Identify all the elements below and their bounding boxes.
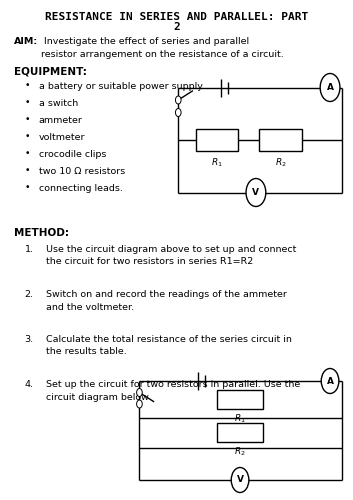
Text: A: A (327, 83, 334, 92)
Text: $R_2$: $R_2$ (275, 156, 287, 169)
Text: Set up the circuit for two resistors in parallel. Use the
circuit diagram below: Set up the circuit for two resistors in … (46, 380, 300, 402)
Text: ammeter: ammeter (39, 116, 83, 125)
Text: connecting leads.: connecting leads. (39, 184, 123, 193)
Text: RESISTANCE IN SERIES AND PARALLEL: PART: RESISTANCE IN SERIES AND PARALLEL: PART (45, 12, 308, 22)
Text: Switch on and record the readings of the ammeter
and the voltmeter.: Switch on and record the readings of the… (46, 290, 287, 312)
Text: V: V (252, 188, 259, 197)
Text: •: • (25, 115, 30, 124)
Text: $R_2$: $R_2$ (234, 446, 246, 458)
Bar (217, 390, 263, 409)
Circle shape (320, 74, 340, 102)
Text: 2: 2 (173, 22, 180, 32)
Circle shape (175, 108, 181, 116)
Text: •: • (25, 183, 30, 192)
Text: A: A (327, 376, 334, 386)
Text: two 10 Ω resistors: two 10 Ω resistors (39, 167, 125, 176)
Text: a battery or suitable power supply: a battery or suitable power supply (39, 82, 203, 91)
Circle shape (137, 388, 142, 396)
Text: V: V (237, 476, 244, 484)
Text: EQUIPMENT:: EQUIPMENT: (14, 66, 87, 76)
Text: Use the circuit diagram above to set up and connect
the circuit for two resistor: Use the circuit diagram above to set up … (46, 245, 296, 266)
Text: $R_1$: $R_1$ (211, 156, 223, 169)
Text: $R_1$: $R_1$ (234, 412, 246, 425)
Text: voltmeter: voltmeter (39, 133, 85, 142)
Circle shape (246, 178, 266, 206)
Text: •: • (25, 166, 30, 175)
Bar (196, 128, 238, 151)
Text: AIM:: AIM: (14, 38, 38, 46)
Circle shape (137, 400, 142, 408)
Text: •: • (25, 81, 30, 90)
Bar (259, 128, 302, 151)
Text: •: • (25, 132, 30, 141)
Circle shape (175, 96, 181, 104)
Text: Calculate the total resistance of the series circuit in
the results table.: Calculate the total resistance of the se… (46, 335, 292, 356)
Text: a switch: a switch (39, 99, 78, 108)
Text: 2.: 2. (25, 290, 34, 299)
Bar (217, 423, 263, 442)
Circle shape (231, 468, 249, 492)
Text: •: • (25, 149, 30, 158)
Text: 1.: 1. (25, 245, 34, 254)
Text: METHOD:: METHOD: (14, 228, 69, 237)
Text: •: • (25, 98, 30, 107)
Text: 4.: 4. (25, 380, 34, 389)
Text: 3.: 3. (25, 335, 34, 344)
Text: Investigate the effect of series and parallel
resistor arrangement on the resist: Investigate the effect of series and par… (41, 38, 283, 59)
Text: crocodile clips: crocodile clips (39, 150, 106, 159)
Circle shape (321, 368, 339, 394)
